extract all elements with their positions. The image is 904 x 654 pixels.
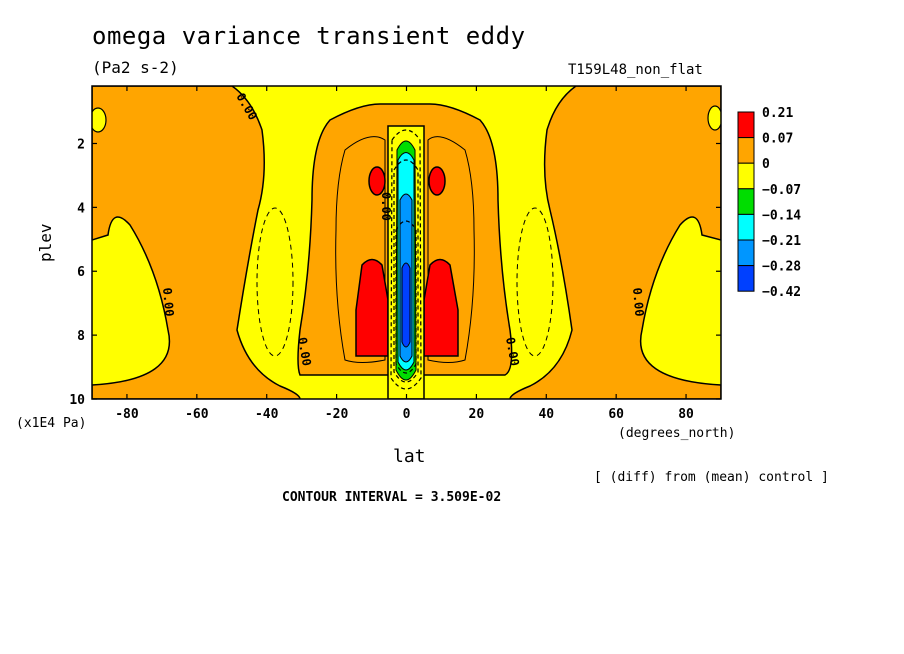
colorbar-swatch xyxy=(737,162,755,190)
y-tick-label: 6 xyxy=(77,265,85,280)
x-tick-label: -60 xyxy=(185,407,209,422)
fill-orange-right xyxy=(509,86,721,399)
diff-note: [ (diff) from (mean) control ] xyxy=(594,470,829,485)
colorbar-swatch xyxy=(737,188,755,215)
fill-red-left-lower xyxy=(355,258,389,357)
contour-label-5: 0.00 xyxy=(630,287,646,317)
colorbar: 0.21 0.07 0 −0.07 −0.14 −0.21 −0.28 −0.42 xyxy=(737,106,801,300)
colorbar-label: −0.07 xyxy=(762,183,801,198)
fill-red-left-upper xyxy=(368,166,386,196)
x-tick-label: 60 xyxy=(608,407,624,422)
contour-dashed-left xyxy=(256,207,294,357)
colorbar-label: −0.28 xyxy=(762,260,801,275)
fill-red-right-lower xyxy=(423,258,459,357)
contour-inner-left xyxy=(335,136,386,363)
contour-core-dashed-2 xyxy=(393,159,419,383)
colorbar-label: 0.21 xyxy=(762,106,793,121)
y-axis-units: (x1E4 Pa) xyxy=(16,416,87,431)
contour-label-2: 0.00 xyxy=(160,287,176,317)
y-tick-label: 2 xyxy=(77,137,85,152)
contour-core-dashed-1 xyxy=(390,129,422,390)
chart-units: (Pa2 s-2) xyxy=(92,58,179,77)
x-tick-label: 80 xyxy=(678,407,694,422)
x-tick-label: 0 xyxy=(403,407,411,422)
y-tick-label: 4 xyxy=(77,201,85,216)
contour-interval: CONTOUR INTERVAL = 3.509E-02 xyxy=(282,490,502,505)
colorbar-swatch xyxy=(737,137,755,164)
colorbar-swatch xyxy=(737,111,755,139)
colorbar-swatch xyxy=(737,213,755,241)
colorbar-label: 0 xyxy=(762,157,770,172)
y-tick-label: 8 xyxy=(77,329,85,344)
colorbar-swatch xyxy=(737,239,755,267)
colorbar-label: 0.07 xyxy=(762,132,793,147)
contour-label-3: 0.00 xyxy=(295,336,314,367)
x-axis-units: (degrees_north) xyxy=(618,426,736,441)
x-tick-label: -80 xyxy=(115,407,139,422)
fill-yellow-island-right xyxy=(707,105,721,131)
contour-dashed-right xyxy=(516,207,554,357)
colorbar-swatch xyxy=(737,265,755,292)
x-axis-label: lat xyxy=(393,446,426,467)
run-label: T159L48_non_flat xyxy=(568,62,703,78)
x-tick-label: -40 xyxy=(255,407,279,422)
x-tick-label: 40 xyxy=(538,407,554,422)
x-tick-label: 20 xyxy=(469,407,485,422)
colorbar-label: −0.21 xyxy=(762,234,801,249)
fill-yellow-island-left xyxy=(92,107,107,133)
colorbar-label: −0.14 xyxy=(762,208,801,223)
y-tick-label: 10 xyxy=(69,393,85,408)
contour-label-6: 0.00 xyxy=(379,192,393,221)
y-ticks: 2 4 6 8 10 xyxy=(69,137,721,408)
chart-title: omega variance transient eddy xyxy=(92,22,526,50)
fill-blue-core xyxy=(401,262,411,348)
x-ticks: -80 -60 -40 -20 0 20 40 60 80 xyxy=(115,86,694,422)
contour-label-4: 0.00 xyxy=(503,336,522,367)
x-tick-label: -20 xyxy=(325,407,349,422)
colorbar-label: −0.42 xyxy=(762,285,801,300)
contour-inner-right xyxy=(427,136,475,363)
fill-red-right-upper xyxy=(428,166,446,196)
plot-area: 0.00 0.00 0.00 0.00 0.00 0.00 xyxy=(92,86,721,399)
fill-orange-left xyxy=(92,86,301,399)
contour-core-dashed-3 xyxy=(395,220,417,374)
